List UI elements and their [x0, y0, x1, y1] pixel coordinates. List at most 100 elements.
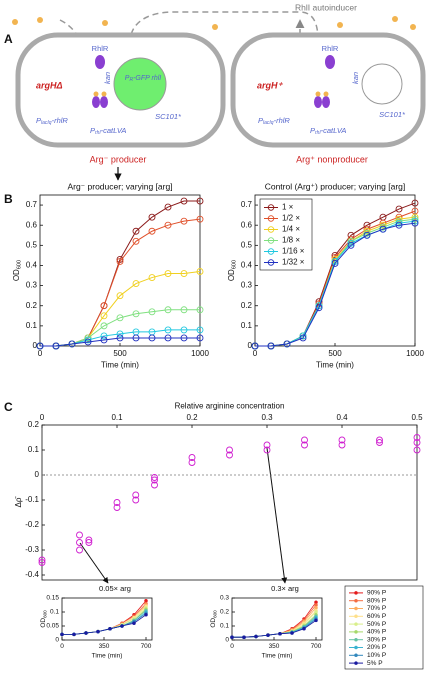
data-point — [299, 334, 307, 342]
data-point — [164, 270, 172, 277]
data-point — [226, 446, 233, 454]
data-point — [132, 491, 140, 499]
y-tick-label: 0.3 — [220, 595, 229, 602]
series-line — [62, 614, 147, 635]
data-point — [151, 481, 158, 489]
x-tick-label: 700 — [141, 643, 152, 650]
y-axis-label-main: OD — [12, 269, 21, 281]
data-point — [180, 217, 188, 225]
x-axis-label: Time (min) — [262, 652, 293, 659]
series-line — [232, 620, 317, 638]
data-point — [38, 556, 46, 564]
legend-marker — [354, 598, 358, 603]
data-point — [148, 213, 156, 221]
y-tick-label: 0.4 — [241, 261, 253, 270]
y-axis-label-main: OD — [210, 618, 217, 628]
data-point — [132, 621, 136, 625]
plasmid — [361, 63, 403, 105]
legend-label: 1/32 × — [282, 258, 305, 267]
data-point — [144, 599, 148, 603]
y-tick-label: 0.4 — [26, 261, 38, 270]
x-tick-label: 0 — [40, 413, 45, 422]
promoter-sub: rhl — [315, 130, 321, 136]
data-point — [263, 446, 271, 454]
data-point — [52, 342, 60, 350]
x-tick-label: 700 — [311, 643, 322, 650]
promoter-rest: -catLVA — [101, 126, 127, 135]
data-point — [38, 559, 46, 566]
data-point — [347, 241, 355, 249]
data-point — [116, 257, 124, 265]
legend-marker — [267, 237, 275, 244]
x-tick-label: 0 — [38, 349, 43, 358]
legend-marker — [354, 630, 358, 634]
y-axis-label-sub: 600 — [232, 260, 238, 269]
data-point — [188, 454, 196, 461]
promoter-p: P — [258, 116, 263, 125]
promoter-sub: rhl — [95, 130, 101, 136]
series-line — [40, 337, 200, 347]
data-point — [84, 631, 88, 635]
data-point — [283, 340, 291, 348]
data-point — [116, 292, 124, 300]
y-tick-label: 0.3 — [241, 281, 253, 290]
x-tick-label: 1000 — [406, 349, 424, 358]
y-tick-label: 0.05 — [46, 623, 59, 630]
data-point — [164, 203, 172, 211]
reporter: PR-GFP rhlI — [125, 75, 161, 83]
y-tick-label: 0.2 — [220, 609, 229, 616]
x-axis-label: Relative arginine concentration — [175, 402, 285, 411]
series-line — [255, 222, 416, 347]
data-point — [395, 221, 403, 229]
data-point — [132, 496, 140, 504]
data-point — [76, 546, 83, 554]
y-tick-label: 0.1 — [241, 321, 253, 330]
data-point — [148, 308, 156, 316]
x-tick-label: 1000 — [191, 349, 209, 358]
y-axis-label-sub: 600 — [43, 610, 48, 618]
data-point — [84, 338, 92, 346]
cell-label: Arg⁻ producer — [90, 154, 147, 164]
data-point — [113, 499, 121, 506]
data-point — [411, 215, 419, 223]
data-point — [100, 302, 108, 310]
data-point — [290, 631, 294, 635]
x-tick-label: 0 — [60, 643, 64, 650]
y-tick-label: 0 — [33, 341, 38, 350]
plasmid-origin: SC101* — [379, 110, 406, 119]
y-tick-label: 0.5 — [26, 240, 38, 249]
data-point — [120, 624, 124, 628]
data-point — [60, 632, 64, 637]
x-tick-label: 500 — [113, 349, 127, 358]
data-point — [299, 332, 307, 340]
data-point — [180, 306, 188, 314]
data-point — [226, 451, 233, 459]
strain: argH⁺ — [257, 80, 284, 90]
data-point — [363, 227, 371, 235]
legend-marker — [354, 606, 358, 611]
promoter-sub: lacIq — [41, 120, 52, 126]
data-point — [363, 231, 371, 239]
legend-label: 40% P — [367, 629, 386, 636]
promoter: PlacIq-rhlR — [258, 116, 290, 126]
x-tick-label: 0.2 — [186, 413, 198, 422]
legend-marker — [354, 637, 358, 642]
promoter-sub: lacIq — [263, 120, 274, 126]
x-tick-label: 350 — [99, 643, 110, 650]
data-point — [76, 539, 83, 546]
data-point — [379, 225, 387, 233]
data-point — [315, 304, 323, 312]
plot-frame — [41, 424, 418, 581]
promoter-rest: -catLVA — [321, 126, 347, 135]
y-tick-label: 0.15 — [46, 595, 59, 602]
y-axis-label-main: OD — [40, 618, 47, 628]
legend-label: 5% P — [367, 660, 383, 667]
resistance: kan — [351, 72, 360, 84]
data-point — [242, 635, 246, 639]
promoter: PlacIq-rhlR — [36, 116, 68, 126]
data-point — [338, 441, 346, 449]
regulator-complex — [92, 91, 330, 108]
promoter-rest: -rhlR — [52, 116, 69, 125]
y-axis-label: OD600 — [12, 260, 23, 281]
